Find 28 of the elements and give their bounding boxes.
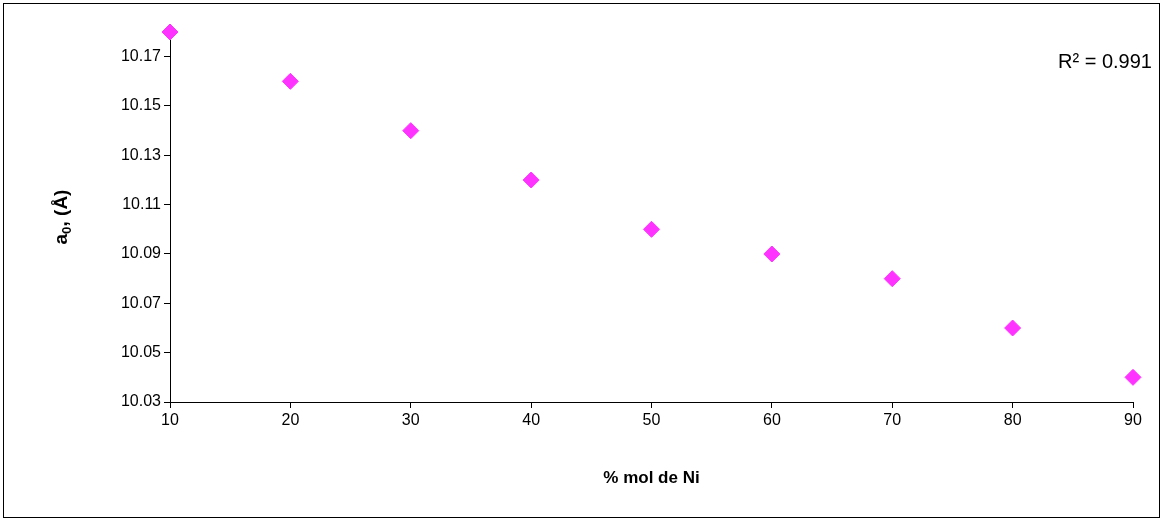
x-tick-label: 70 bbox=[883, 411, 902, 429]
x-axis-title: % mol de Ni bbox=[603, 467, 700, 487]
x-tick-label: 10 bbox=[161, 411, 179, 429]
y-tick-label: 10.15 bbox=[120, 96, 162, 114]
x-tick-label: 80 bbox=[1003, 411, 1022, 429]
point bbox=[1124, 368, 1142, 386]
point bbox=[281, 72, 299, 90]
point bbox=[402, 122, 420, 140]
y-tick-label: 10.11 bbox=[122, 195, 162, 213]
y-tick-label: 10.13 bbox=[120, 145, 162, 163]
x-tick-label: 40 bbox=[522, 411, 541, 429]
x-tick-label: 90 bbox=[1124, 411, 1142, 429]
y-tick-label: 10.17 bbox=[120, 47, 162, 65]
point bbox=[522, 171, 540, 189]
point bbox=[883, 270, 901, 288]
x-tick-label: 60 bbox=[762, 411, 781, 429]
y-tick-label: 10.03 bbox=[120, 392, 162, 410]
x-tick-label: 30 bbox=[401, 411, 420, 429]
y-tick-label: 10.07 bbox=[120, 293, 162, 311]
y-tick-label: 10.09 bbox=[120, 244, 162, 262]
y-tick-label: 10.05 bbox=[120, 343, 162, 361]
point bbox=[161, 23, 179, 41]
x-tick-label: 20 bbox=[281, 411, 300, 429]
point bbox=[763, 245, 781, 263]
x-tick-label: 50 bbox=[642, 411, 661, 429]
point bbox=[1004, 319, 1022, 337]
point bbox=[643, 220, 660, 238]
annotation: R² = 0.991 bbox=[1058, 49, 1152, 72]
